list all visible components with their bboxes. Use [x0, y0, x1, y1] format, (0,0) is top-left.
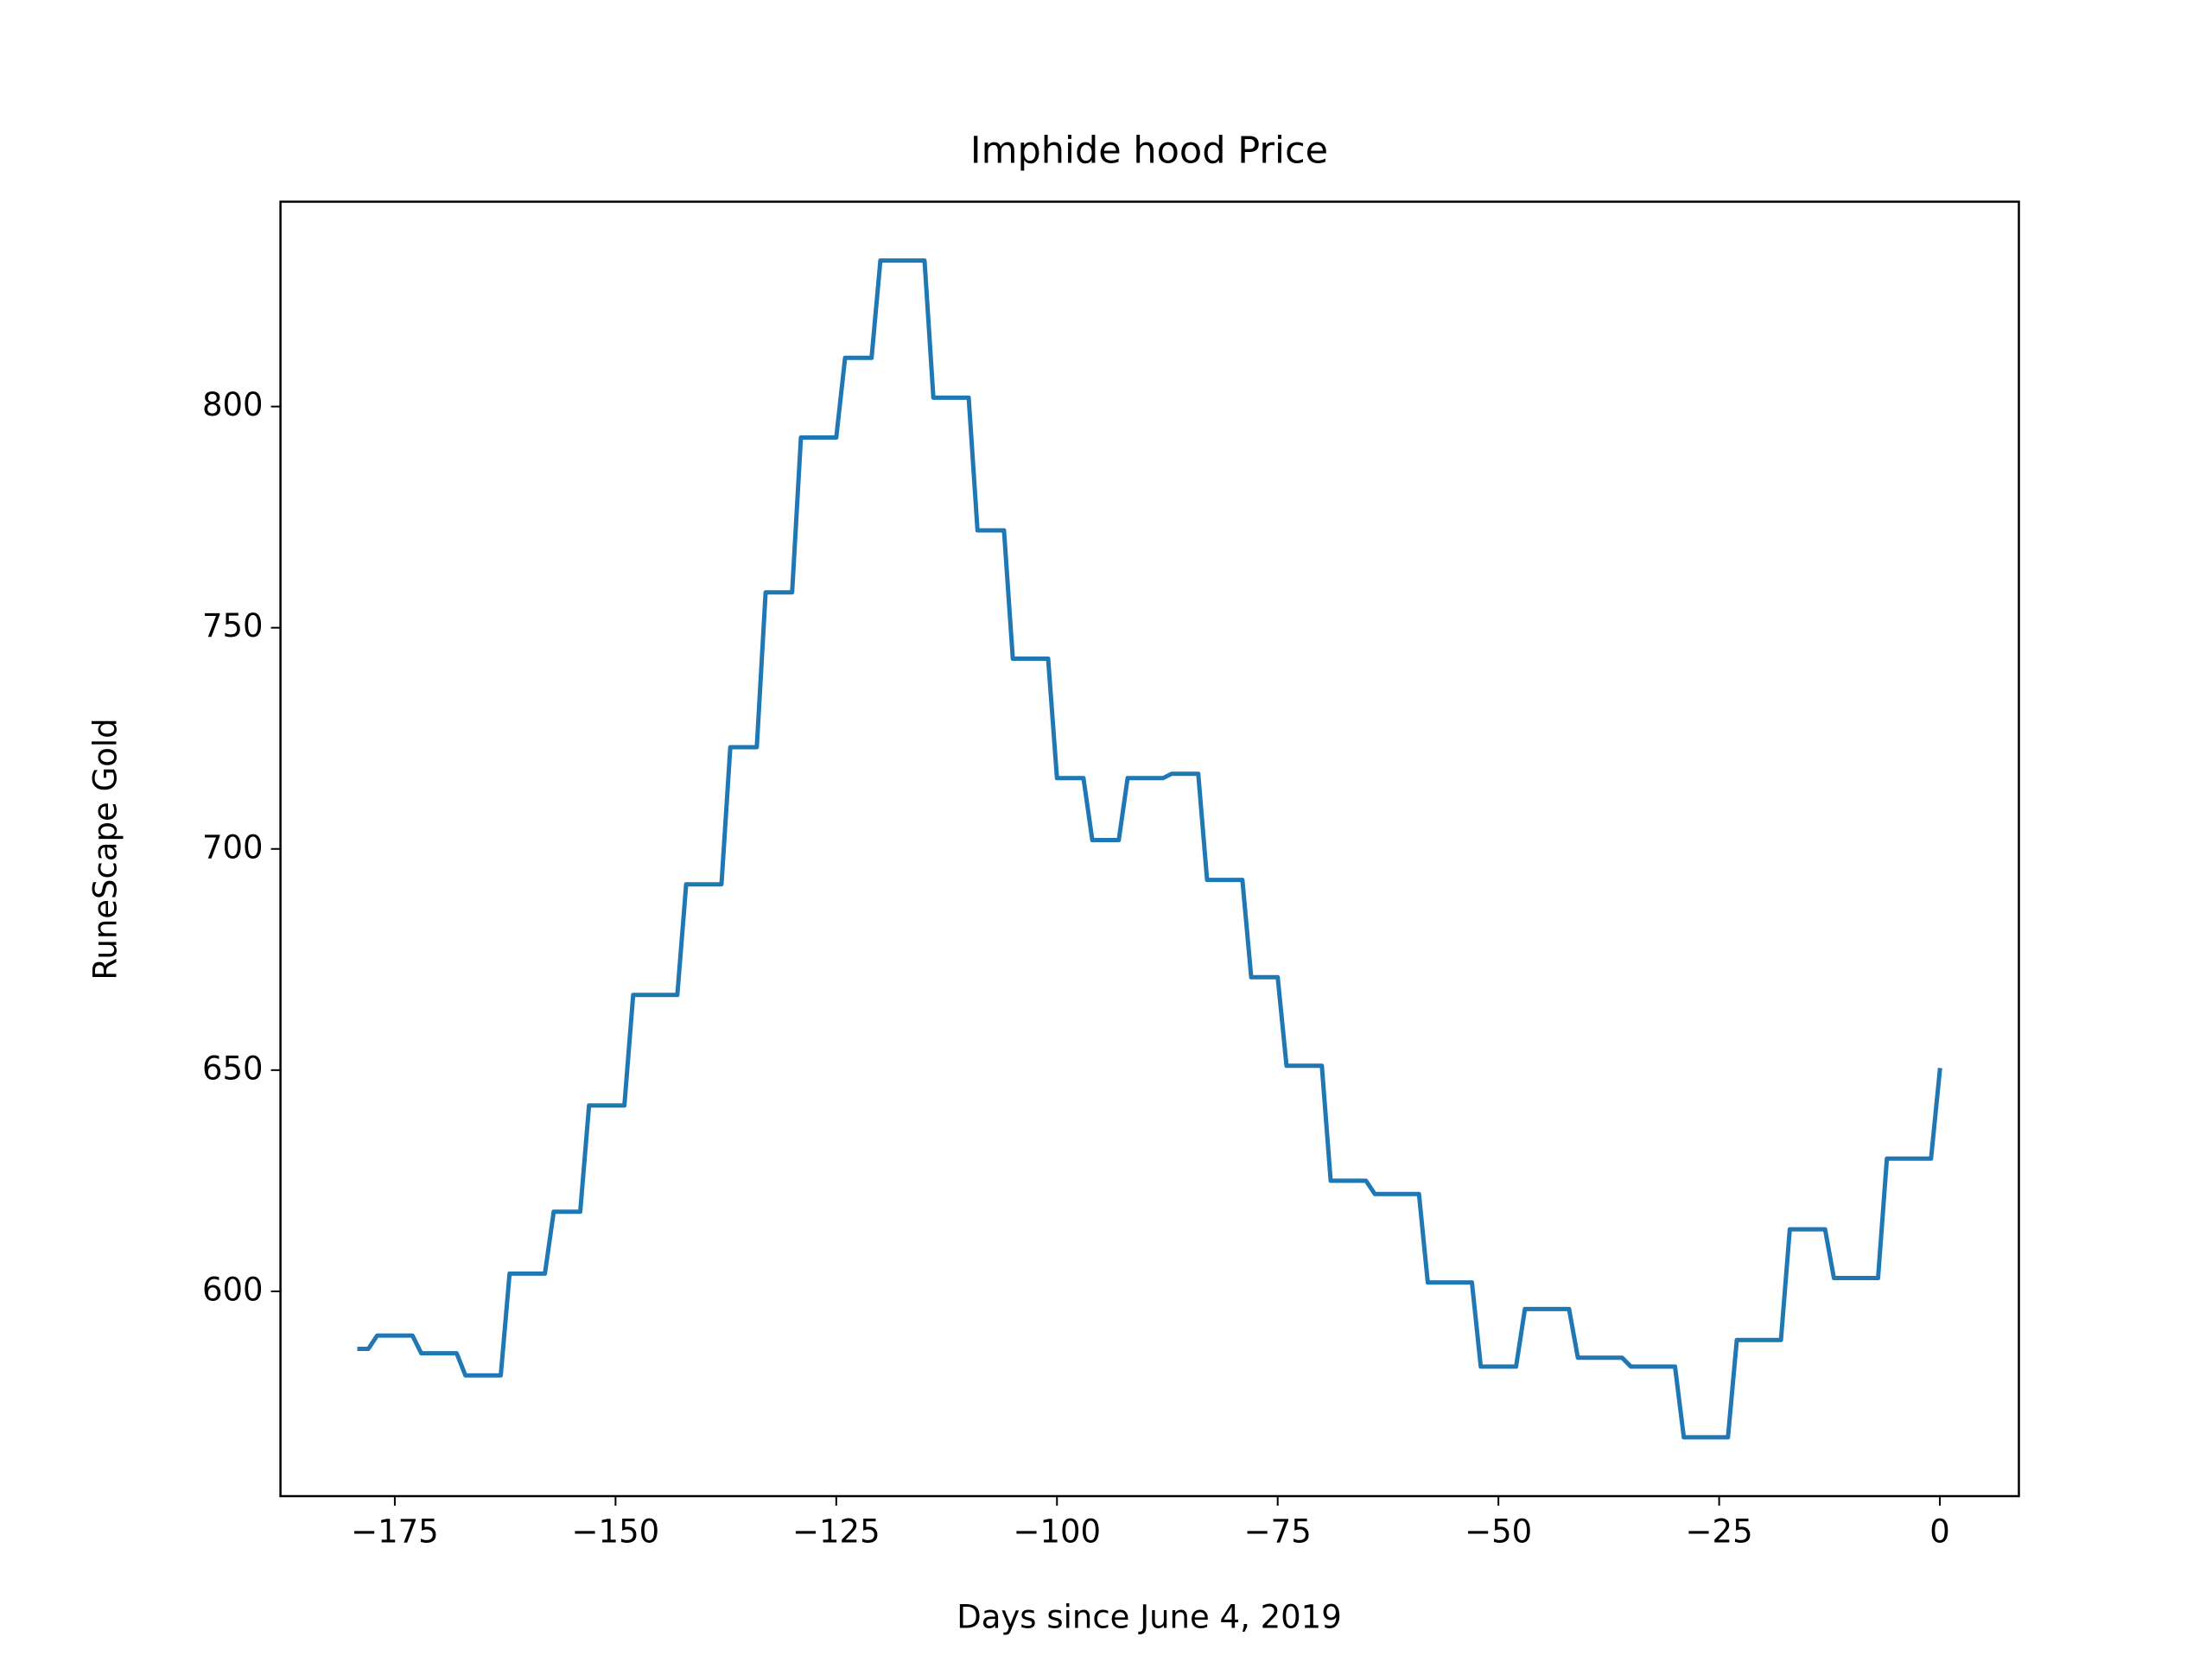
x-tick-label: −100 [1013, 1513, 1101, 1551]
price-line [357, 258, 1942, 1440]
x-tick-label: −150 [572, 1513, 660, 1551]
x-tick-label: −125 [792, 1513, 880, 1551]
x-tick-label: −25 [1686, 1513, 1753, 1551]
x-axis-label: Days since June 4, 2019 [957, 1599, 1342, 1636]
y-tick-label: 750 [202, 607, 264, 644]
y-tick-label: 650 [202, 1050, 264, 1087]
chart-title: Imphide hood Price [970, 130, 1328, 173]
y-axis-label: RuneScape Gold [87, 718, 124, 980]
x-tick-label: −50 [1465, 1513, 1532, 1551]
y-tick-label: 600 [202, 1271, 264, 1308]
y-tick-label: 800 [202, 386, 264, 423]
x-tick-label: −175 [351, 1513, 439, 1551]
x-tick-label: 0 [1929, 1513, 1950, 1551]
x-tick-label: −75 [1244, 1513, 1312, 1551]
plot-frame [279, 200, 2020, 1498]
y-tick-label: 700 [202, 828, 264, 866]
